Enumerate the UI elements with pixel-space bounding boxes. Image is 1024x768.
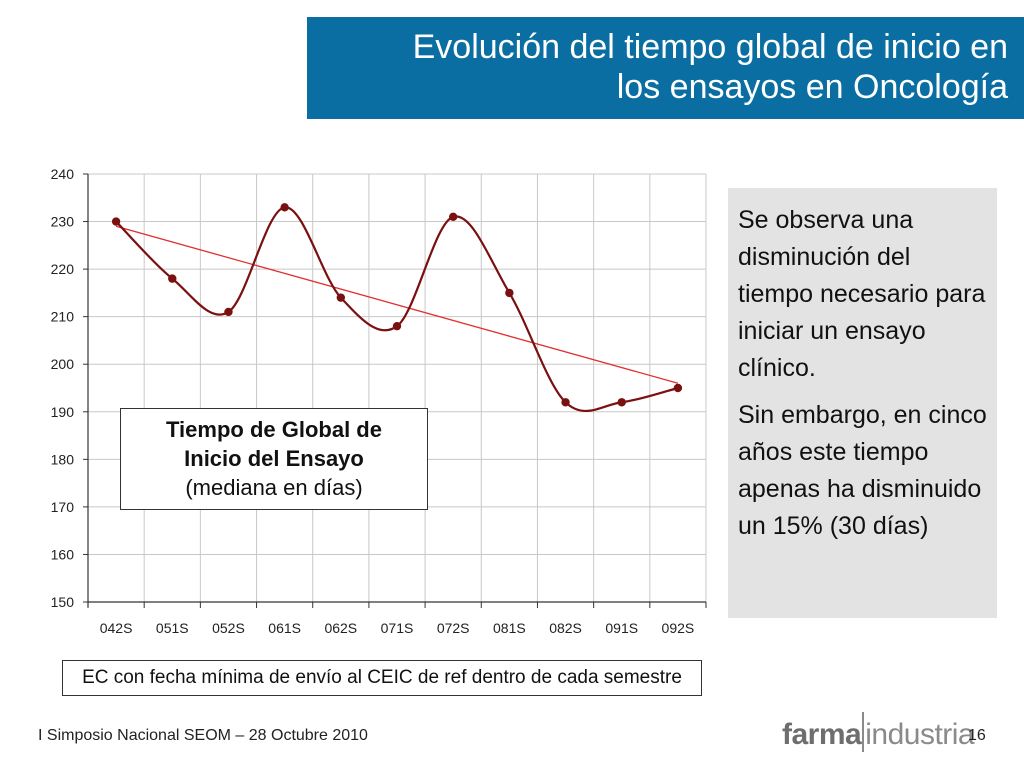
data-point: [673, 383, 683, 393]
legend-line1: Tiempo de Global de: [166, 417, 382, 442]
data-point: [617, 398, 626, 407]
data-point: [336, 293, 346, 302]
logo-separator: [862, 712, 865, 752]
side-note: Se observa una disminución del tiempo ne…: [728, 188, 997, 618]
y-tick-label: 150: [51, 594, 75, 610]
farmaindustria-logo: farma industria: [782, 712, 975, 752]
side-note-p2: Sin embargo, en cinco años este tiempo a…: [738, 401, 987, 540]
x-tick-label: 042S: [100, 620, 133, 636]
x-tick-label: 091S: [605, 620, 638, 636]
slide-title-line1: Evolución del tiempo global de inicio en: [412, 28, 1008, 66]
y-tick-label: 180: [51, 451, 75, 467]
x-tick-label: 051S: [156, 620, 189, 636]
x-tick-label: 062S: [324, 620, 357, 636]
data-point: [561, 398, 570, 407]
y-tick-label: 160: [51, 546, 75, 562]
page-number: 16: [968, 727, 986, 744]
data-point: [224, 307, 233, 317]
y-tick-label: 200: [51, 356, 75, 372]
y-tick-label: 230: [51, 214, 75, 230]
y-tick-label: 210: [51, 309, 75, 325]
x-tick-label: 052S: [212, 620, 245, 636]
x-tick-label: 061S: [268, 620, 301, 636]
logo-part2: industria: [865, 718, 975, 751]
data-point: [168, 274, 177, 283]
x-tick-label: 081S: [493, 620, 526, 636]
line-chart: 150 160 170 180 190 200 210 220 230 240 042S 051S 05…: [51, 166, 707, 636]
legend-line2: Inicio del Ensayo: [184, 446, 364, 471]
chart-caption: EC con fecha mínima de envío al CEIC de …: [62, 660, 702, 696]
footer-text: I Simposio Nacional SEOM – 28 Octubre 20…: [38, 727, 368, 744]
data-point: [280, 203, 289, 212]
x-tick-label: 071S: [381, 620, 414, 636]
data-point: [111, 217, 121, 226]
trend-line: [115, 225, 679, 384]
y-tick-label: 220: [51, 261, 75, 277]
x-tick-label: 082S: [549, 620, 582, 636]
x-tick-label: 092S: [662, 620, 695, 636]
x-tick-label: 072S: [437, 620, 470, 636]
chart-legend: Tiempo de Global de Inicio del Ensayo (m…: [120, 408, 428, 510]
data-point: [448, 212, 458, 221]
logo-part1: farma: [782, 718, 862, 751]
y-tick-label: 240: [51, 166, 75, 182]
data-point: [505, 288, 514, 298]
y-tick-label: 170: [51, 499, 75, 515]
side-note-p1: Se observa una disminución del tiempo ne…: [738, 206, 986, 382]
slide-title: Evolución del tiempo global de inicio en…: [307, 17, 1024, 119]
slide-title-line2: los ensayos en Oncología: [616, 68, 1008, 106]
data-point: [392, 321, 402, 331]
y-tick-label: 190: [51, 404, 75, 420]
legend-line3: (mediana en días): [185, 475, 363, 500]
